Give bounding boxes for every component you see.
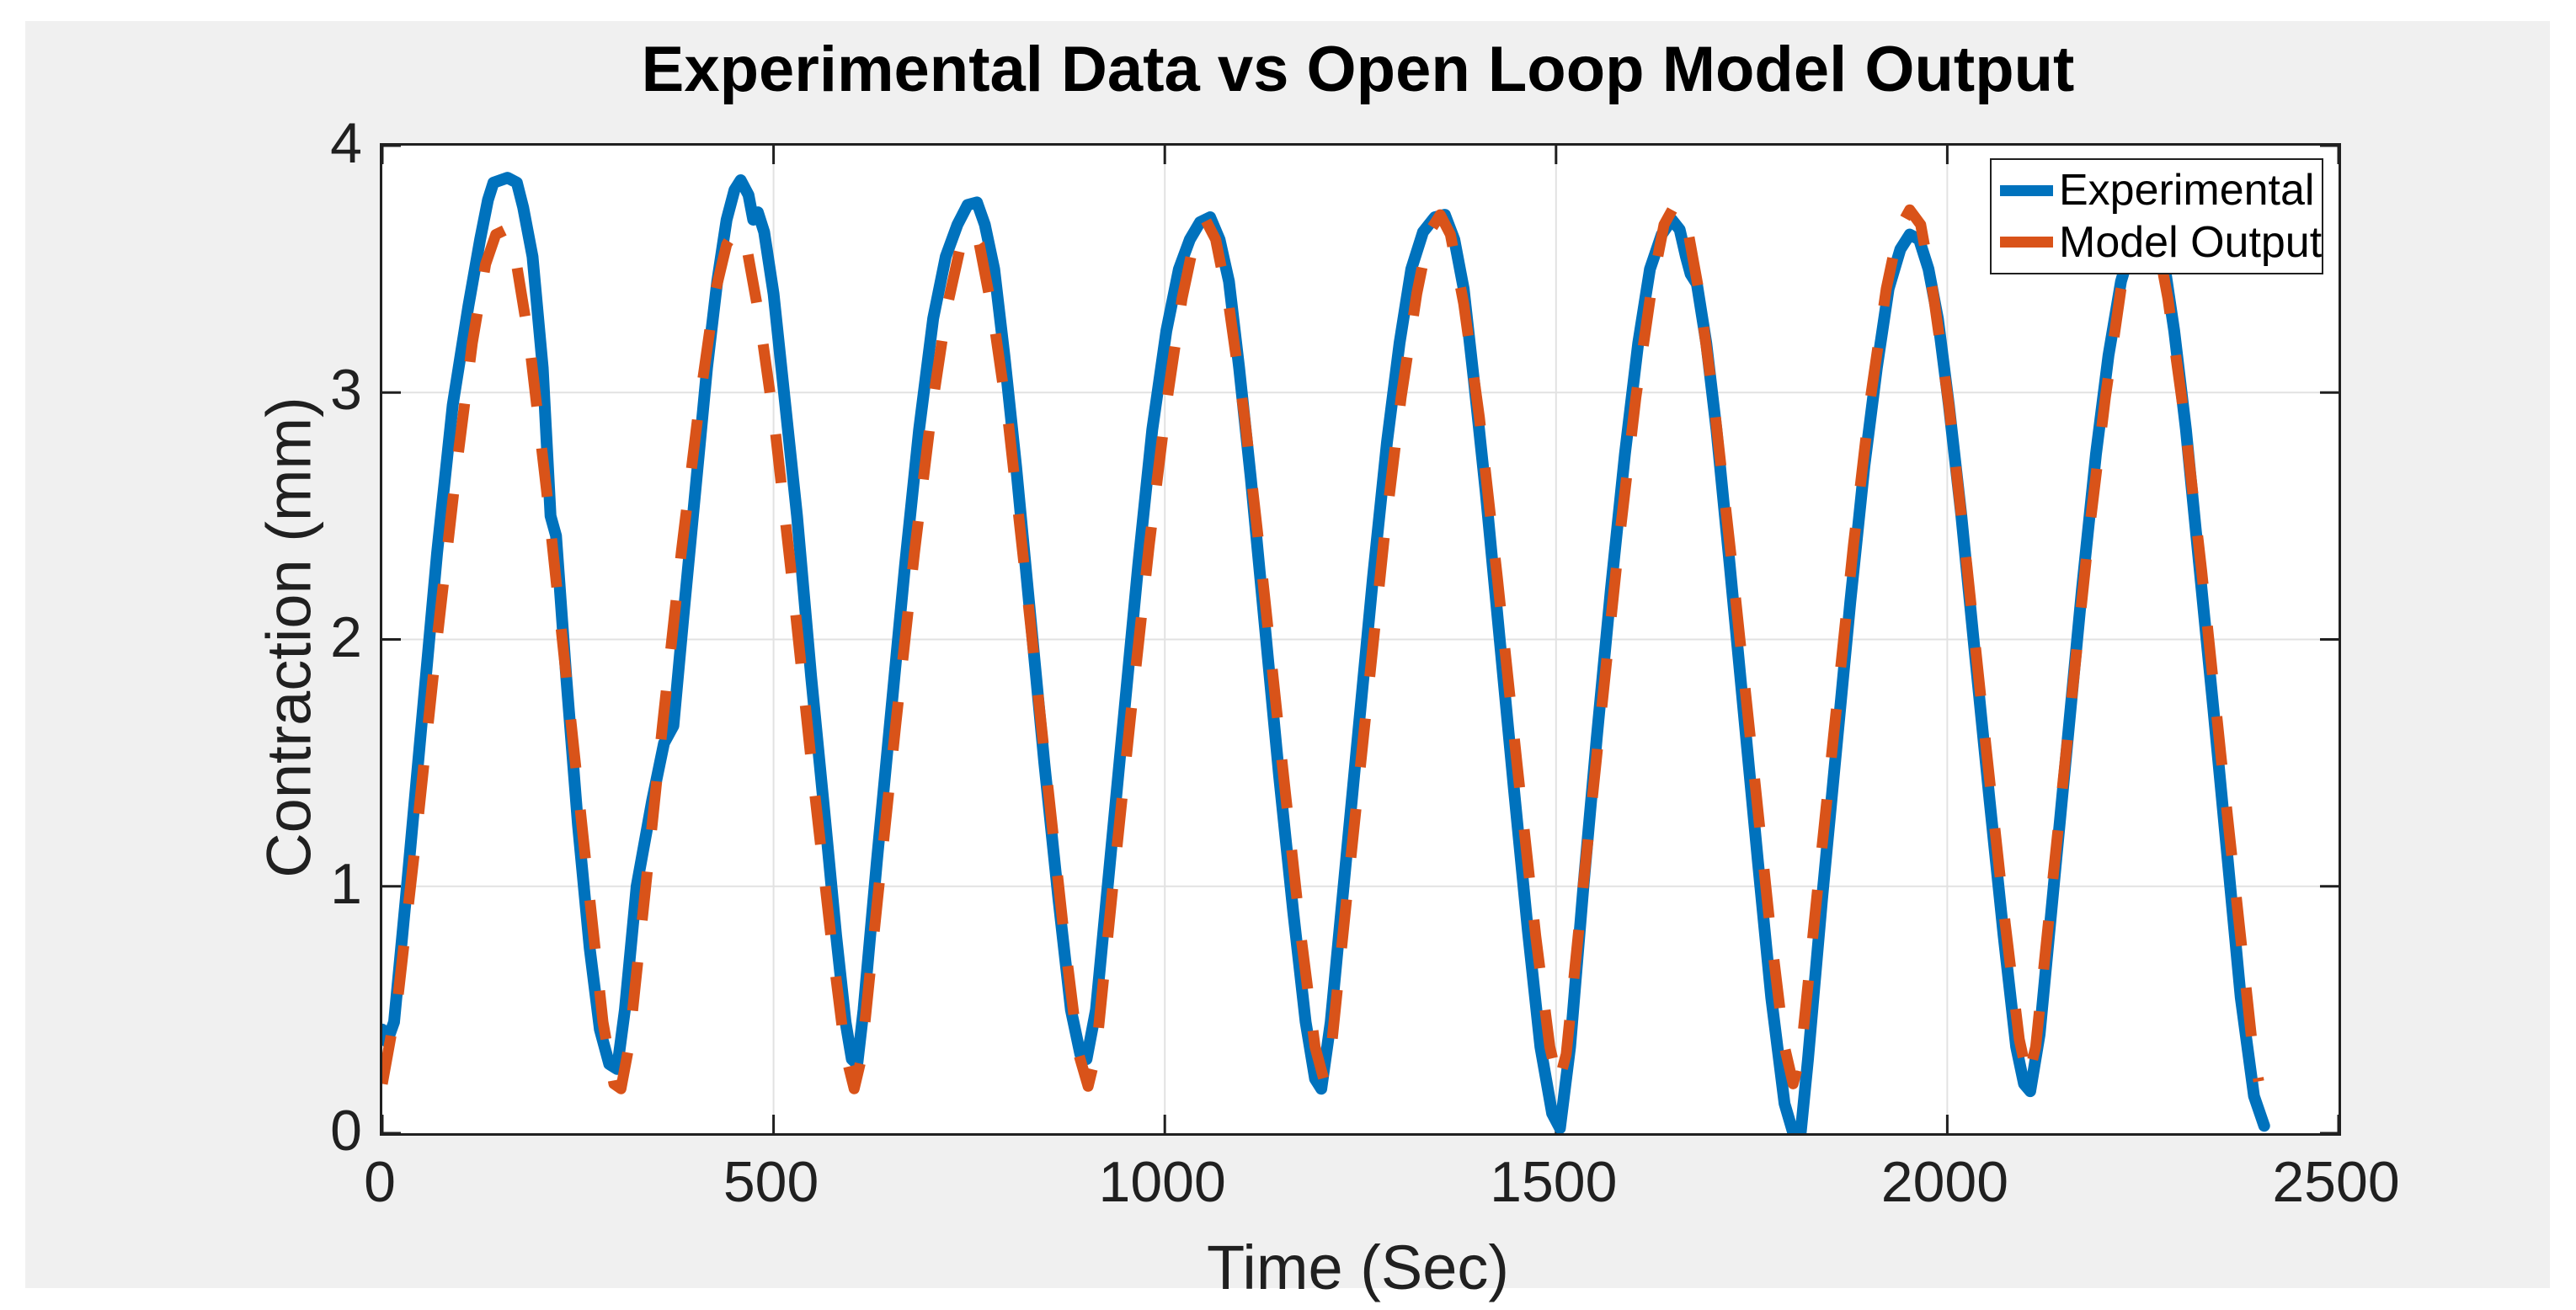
legend-item-model-output: Model Output	[2000, 218, 2322, 267]
y-tick-label: 1	[330, 851, 362, 916]
model-output-line	[382, 199, 2264, 1094]
x-tick-label: 1500	[1490, 1150, 1618, 1214]
legend-swatch-model-output-icon	[2000, 237, 2053, 248]
x-axis-label: Time (Sec)	[1206, 1233, 1510, 1302]
y-tick-label: 0	[330, 1099, 362, 1163]
y-tick-label: 3	[330, 358, 362, 423]
y-axis-label: Contraction (mm)	[253, 397, 324, 878]
legend: Experimental Model Output	[1990, 158, 2323, 274]
legend-item-experimental: Experimental	[2000, 166, 2317, 215]
x-tick-label: 0	[364, 1150, 396, 1214]
legend-label-model-output: Model Output	[2059, 217, 2323, 267]
chart-title: Experimental Data vs Open Loop Model Out…	[641, 34, 2075, 105]
plot-area	[380, 143, 2341, 1136]
figure-canvas: Experimental Data vs Open Loop Model Out…	[25, 21, 2550, 1302]
legend-label-experimental: Experimental	[2059, 166, 2315, 216]
experimental-line	[382, 172, 2270, 1133]
x-tick-label: 1000	[1098, 1150, 1226, 1214]
y-tick-label: 4	[330, 111, 362, 175]
x-tick-label: 2500	[2272, 1150, 2400, 1214]
x-tick-label: 500	[723, 1150, 819, 1214]
y-tick-label: 2	[330, 604, 362, 669]
plot-canvas	[382, 146, 2339, 1133]
x-tick-label: 2000	[1880, 1150, 2009, 1214]
legend-swatch-experimental-icon	[2000, 184, 2053, 196]
